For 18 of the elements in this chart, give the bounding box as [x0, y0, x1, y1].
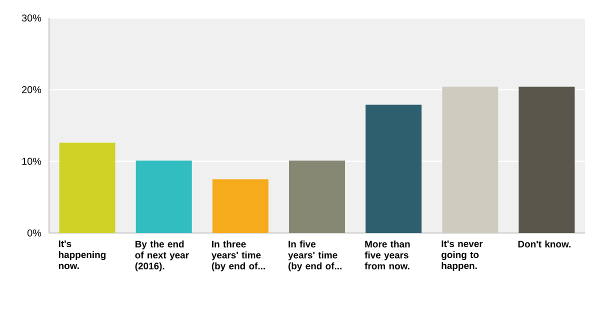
x-tick-label: In three years' time (by end of... — [212, 240, 265, 272]
y-tick-label: 20% — [22, 86, 42, 94]
y-tick-label: 10% — [22, 158, 42, 165]
bar — [442, 86, 498, 233]
bar — [136, 160, 192, 233]
x-tick-label: Don't know. — [518, 240, 571, 248]
bar — [289, 160, 346, 233]
x-tick-label: It's never going to happen. — [442, 240, 483, 271]
x-tick-label: In five years' time (by end of... — [288, 240, 342, 272]
bar — [366, 104, 422, 233]
y-tick-label: 30% — [22, 14, 42, 22]
x-tick-label: More than five years from now. — [364, 240, 410, 270]
bar — [212, 179, 268, 233]
bar — [59, 142, 116, 233]
y-tick-label: 0% — [27, 229, 42, 237]
x-tick-label: By the end of next year (2016). — [135, 240, 189, 272]
bar — [518, 86, 575, 233]
x-tick-label: It's happening now. — [58, 240, 106, 270]
